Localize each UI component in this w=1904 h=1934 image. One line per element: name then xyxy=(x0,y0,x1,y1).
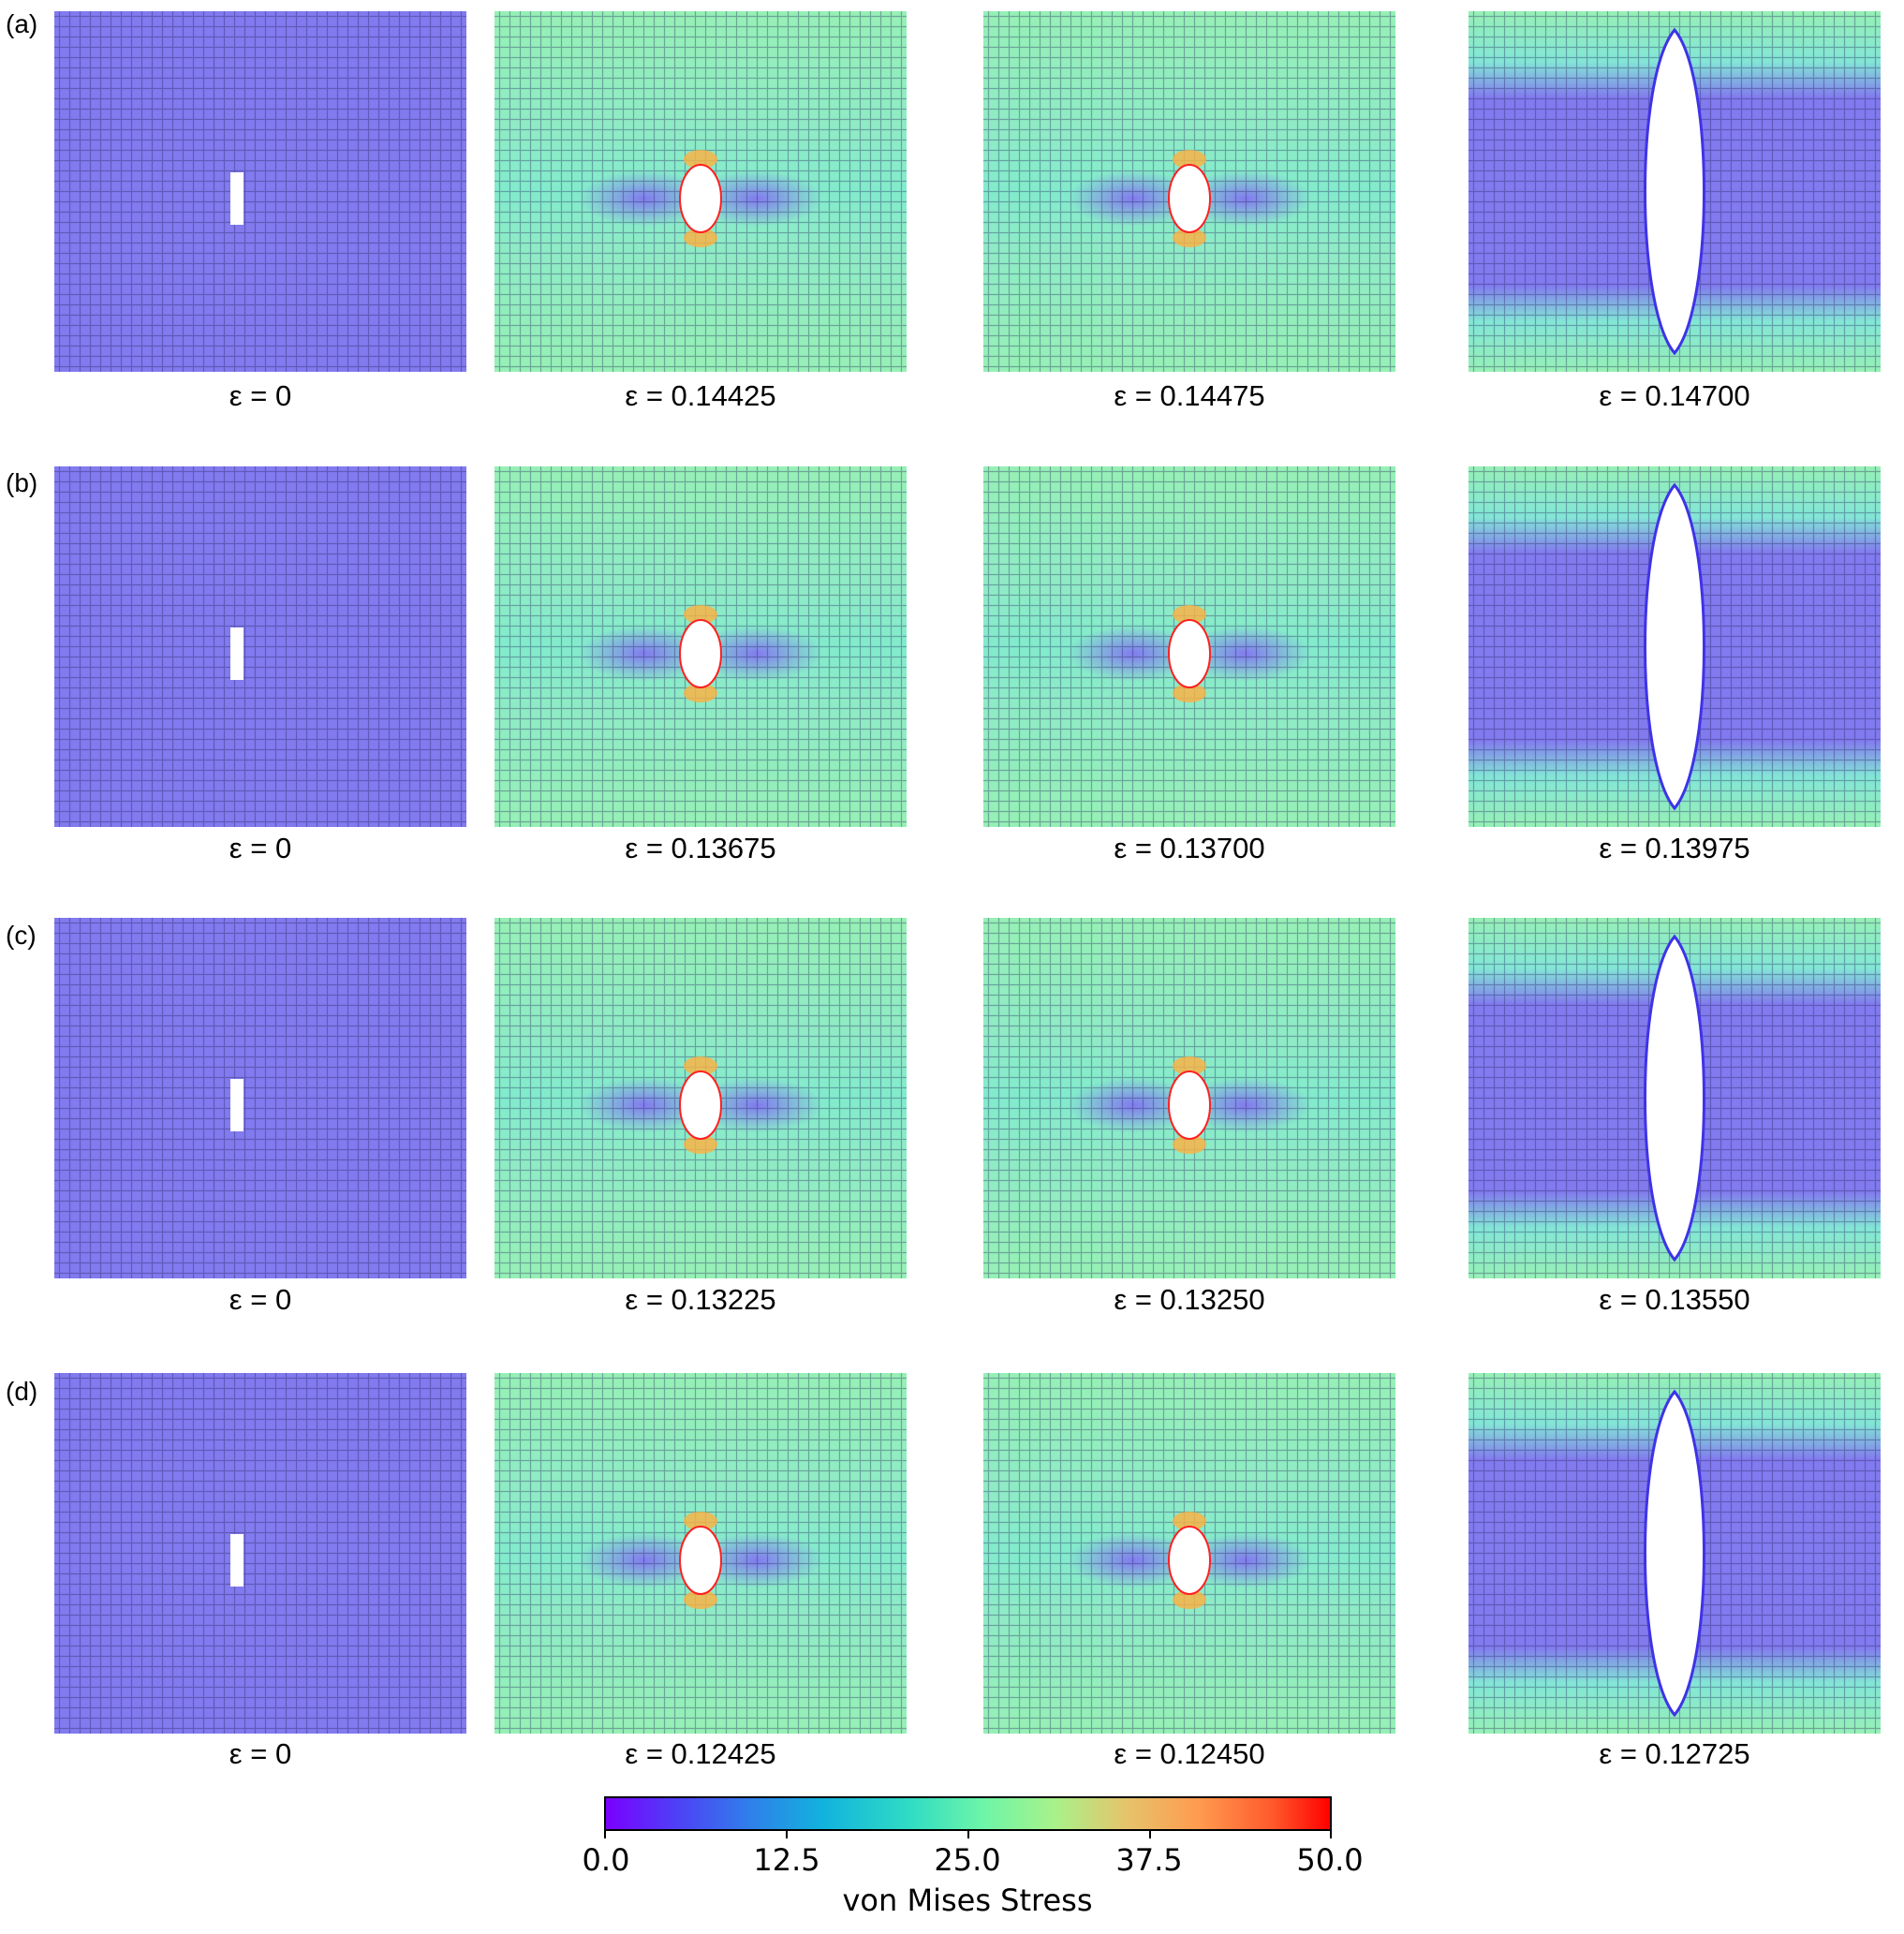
colorbar-tick-label: 0.0 xyxy=(582,1842,630,1878)
strain-label-a-2: ε = 0.14425 xyxy=(625,379,776,412)
strain-label-b-3: ε = 0.13700 xyxy=(1114,832,1265,864)
stress-map-c-4 xyxy=(1469,918,1881,1278)
stress-map-b-4 xyxy=(1469,466,1881,827)
stress-map-c-1 xyxy=(54,918,466,1278)
colorbar-tick-label: 25.0 xyxy=(934,1842,1001,1878)
stress-map-b-2 xyxy=(494,466,907,827)
stress-map-a-4 xyxy=(1469,11,1881,372)
colorbar-tick xyxy=(967,1831,969,1838)
stress-map-d-2 xyxy=(494,1373,907,1734)
strain-label-c-3: ε = 0.13250 xyxy=(1114,1283,1265,1316)
stress-map-a-2 xyxy=(494,11,907,372)
stress-map-d-3 xyxy=(983,1373,1395,1734)
colorbar-tick-label: 50.0 xyxy=(1296,1842,1364,1878)
stress-map-b-3 xyxy=(983,466,1395,827)
stress-map-a-1 xyxy=(54,11,466,372)
strain-label-a-1: ε = 0 xyxy=(229,379,292,412)
strain-label-c-4: ε = 0.13550 xyxy=(1599,1283,1750,1316)
strain-label-c-2: ε = 0.13225 xyxy=(625,1283,776,1316)
strain-label-d-1: ε = 0 xyxy=(229,1737,292,1770)
strain-label-b-2: ε = 0.13675 xyxy=(625,832,776,864)
row-label-b: (b) xyxy=(6,468,38,497)
colorbar-tick xyxy=(1330,1831,1332,1838)
strain-label-d-4: ε = 0.12725 xyxy=(1599,1737,1750,1770)
stress-colorbar xyxy=(604,1796,1332,1831)
colorbar-tick-label: 37.5 xyxy=(1115,1842,1183,1878)
stress-map-c-2 xyxy=(494,918,907,1278)
strain-label-a-4: ε = 0.14700 xyxy=(1599,379,1750,412)
stress-map-d-4 xyxy=(1469,1373,1881,1734)
colorbar-tick-label: 12.5 xyxy=(753,1842,820,1878)
stress-map-c-3 xyxy=(983,918,1395,1278)
row-label-a: (a) xyxy=(6,9,38,38)
stress-map-b-1 xyxy=(54,466,466,827)
row-label-d: (d) xyxy=(6,1377,38,1406)
row-label-c: (c) xyxy=(6,921,37,950)
colorbar-tick xyxy=(604,1831,606,1838)
strain-label-d-3: ε = 0.12450 xyxy=(1114,1737,1265,1770)
strain-label-b-1: ε = 0 xyxy=(229,832,292,864)
colorbar-tick xyxy=(786,1831,788,1838)
strain-label-d-2: ε = 0.12425 xyxy=(625,1737,776,1770)
colorbar-label: von Mises Stress xyxy=(842,1882,1093,1918)
strain-label-a-3: ε = 0.14475 xyxy=(1114,379,1265,412)
strain-label-c-1: ε = 0 xyxy=(229,1283,292,1316)
stress-map-a-3 xyxy=(983,11,1395,372)
stress-map-d-1 xyxy=(54,1373,466,1734)
strain-label-b-4: ε = 0.13975 xyxy=(1599,832,1750,864)
colorbar-tick xyxy=(1149,1831,1151,1838)
